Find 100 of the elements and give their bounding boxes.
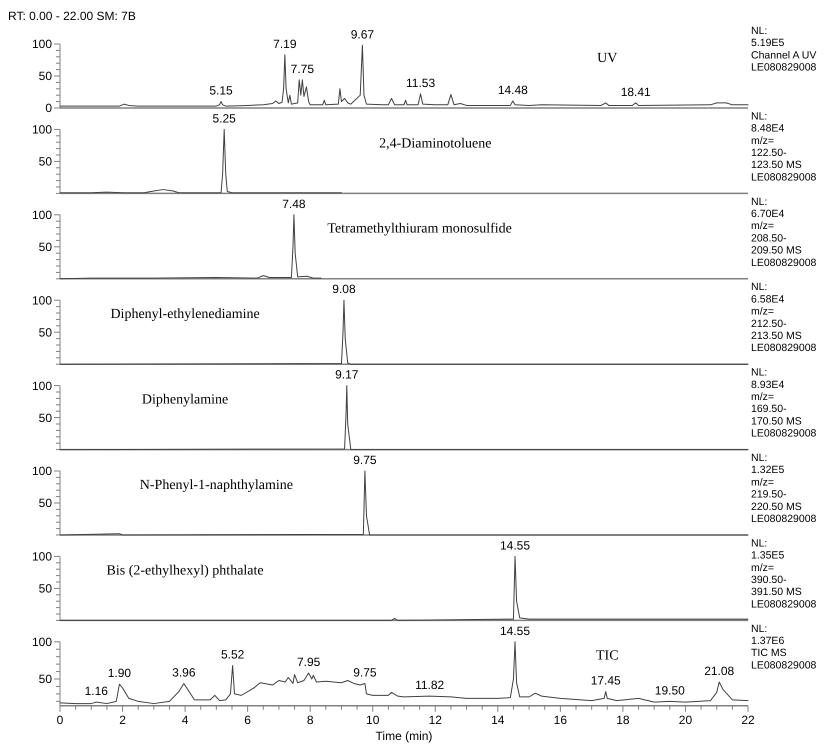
text: m/z= bbox=[751, 562, 774, 574]
text: 5.19E5 bbox=[751, 37, 784, 50]
text: 390.50- bbox=[751, 574, 788, 586]
x-tick-label: 6 bbox=[244, 712, 252, 727]
text: 6.58E4 bbox=[751, 293, 784, 306]
text: LE080829008 bbox=[751, 428, 817, 440]
annotation: 5.52 bbox=[220, 648, 245, 662]
annotation: 11.82 bbox=[415, 678, 445, 692]
annotation: Tetramethylthiuram monosulfide bbox=[327, 222, 512, 237]
text: 209.50 MS bbox=[751, 244, 802, 257]
y-tick-label: 50 bbox=[38, 496, 52, 510]
text: NL: bbox=[751, 537, 768, 550]
y-tick-label: 0 bbox=[45, 101, 52, 116]
annotation: 17.45 bbox=[590, 674, 622, 688]
annotation: Bis (2-ethylhexyl) phthalate bbox=[106, 563, 264, 578]
annotation: 9.08 bbox=[332, 282, 356, 296]
x-tick-label: 4 bbox=[182, 712, 189, 727]
y-tick-label: 50 bbox=[38, 410, 52, 425]
x-tick-label: 18 bbox=[616, 712, 630, 727]
annotation: N-Phenyl-1-naphthylamine bbox=[140, 478, 293, 493]
y-tick-label: 100 bbox=[32, 550, 52, 564]
text: LE080829008 bbox=[751, 256, 817, 269]
annotation: 18.41 bbox=[620, 84, 652, 99]
x-tick-label: 16 bbox=[554, 712, 568, 727]
text: m/z= bbox=[751, 476, 774, 488]
text: NL: bbox=[751, 366, 768, 379]
x-tick-label: 12 bbox=[428, 712, 442, 727]
annotation: UV bbox=[597, 50, 618, 66]
text: LE080829008 bbox=[751, 513, 817, 525]
annotation: 11.53 bbox=[406, 76, 436, 90]
text: NL: bbox=[751, 110, 768, 122]
line-series bbox=[60, 556, 748, 621]
text: 6.70E4 bbox=[751, 208, 784, 220]
text: m/z= bbox=[751, 134, 774, 147]
y-tick-label: 100 bbox=[32, 122, 52, 137]
annotation: 19.50 bbox=[654, 683, 686, 698]
y-tick-label: 50 bbox=[38, 672, 52, 686]
annotation: 14.55 bbox=[500, 624, 530, 638]
annotation: 1.90 bbox=[108, 666, 132, 680]
annotation: 14.48 bbox=[498, 82, 528, 97]
text: 1.35E5 bbox=[751, 550, 784, 562]
text: TIC MS bbox=[751, 647, 787, 660]
x-tick-label: 8 bbox=[306, 712, 314, 727]
annotation: 9.17 bbox=[335, 368, 359, 382]
text: m/z= bbox=[751, 391, 774, 403]
text: 213.50 MS bbox=[751, 330, 802, 342]
text: LE080829008 bbox=[751, 171, 817, 184]
text: LE080829008 bbox=[751, 342, 817, 354]
y-tick-label: 50 bbox=[38, 582, 52, 596]
y-tick-label: 50 bbox=[38, 69, 52, 84]
text: 391.50 MS bbox=[751, 586, 802, 598]
text: 219.50- bbox=[751, 488, 788, 501]
text: LE080829008 bbox=[751, 598, 817, 610]
x-tick-label: 2 bbox=[119, 712, 126, 727]
annotation: 7.19 bbox=[273, 36, 297, 51]
annotation: 2,4-Diaminotoluene bbox=[379, 136, 492, 152]
x-tick-label: 10 bbox=[366, 712, 380, 727]
text: m/z= bbox=[751, 306, 774, 318]
x-tick-label: 14 bbox=[491, 712, 505, 727]
annotation: 7.75 bbox=[290, 62, 314, 76]
annotation: 1.16 bbox=[84, 684, 108, 698]
text: NL: bbox=[751, 452, 768, 464]
text: NL: bbox=[751, 281, 768, 294]
text: 212.50- bbox=[751, 318, 788, 330]
x-tick-label: 0 bbox=[56, 712, 64, 727]
text: 169.50- bbox=[751, 403, 788, 416]
text: m/z= bbox=[751, 220, 774, 232]
y-tick-label: 100 bbox=[32, 378, 52, 393]
text: 8.93E4 bbox=[751, 378, 784, 391]
y-tick-label: 50 bbox=[38, 240, 52, 254]
y-tick-label: 100 bbox=[32, 37, 52, 52]
y-tick-label: 100 bbox=[32, 208, 52, 222]
y-tick-label: 100 bbox=[32, 635, 52, 649]
annotation: 9.75 bbox=[353, 453, 377, 467]
line-series bbox=[60, 470, 748, 536]
line-series bbox=[60, 300, 748, 365]
text: Channel A UV bbox=[751, 49, 816, 62]
line-series bbox=[60, 128, 342, 194]
annotation: 21.08 bbox=[704, 664, 735, 678]
text: LE080829008 bbox=[751, 62, 817, 74]
annotation: 5.25 bbox=[212, 111, 236, 126]
text: NL: bbox=[751, 25, 768, 37]
annotation: 3.96 bbox=[172, 665, 196, 680]
annotation: 5.15 bbox=[209, 84, 234, 98]
text: 170.50 MS bbox=[751, 415, 802, 428]
y-tick-label: 50 bbox=[38, 325, 52, 340]
text: 8.48E4 bbox=[751, 122, 784, 135]
text: 1.37E6 bbox=[751, 635, 784, 647]
annotation: Diphenyl-ethylenediamine bbox=[110, 307, 260, 322]
annotation: 9.75 bbox=[353, 665, 377, 680]
x-tick-label: 22 bbox=[741, 712, 755, 727]
text: 123.50 MS bbox=[751, 159, 802, 172]
y-tick-label: 100 bbox=[32, 464, 52, 478]
text: 208.50- bbox=[751, 232, 788, 244]
annotation: 14.55 bbox=[500, 538, 530, 552]
text: 1.32E5 bbox=[751, 464, 784, 476]
text: NL: bbox=[751, 196, 768, 208]
chart-title: RT: 0.00 - 22.00 SM: 7B bbox=[8, 9, 136, 23]
y-tick-label: 50 bbox=[38, 154, 52, 169]
text: LE080829008 bbox=[751, 659, 817, 672]
